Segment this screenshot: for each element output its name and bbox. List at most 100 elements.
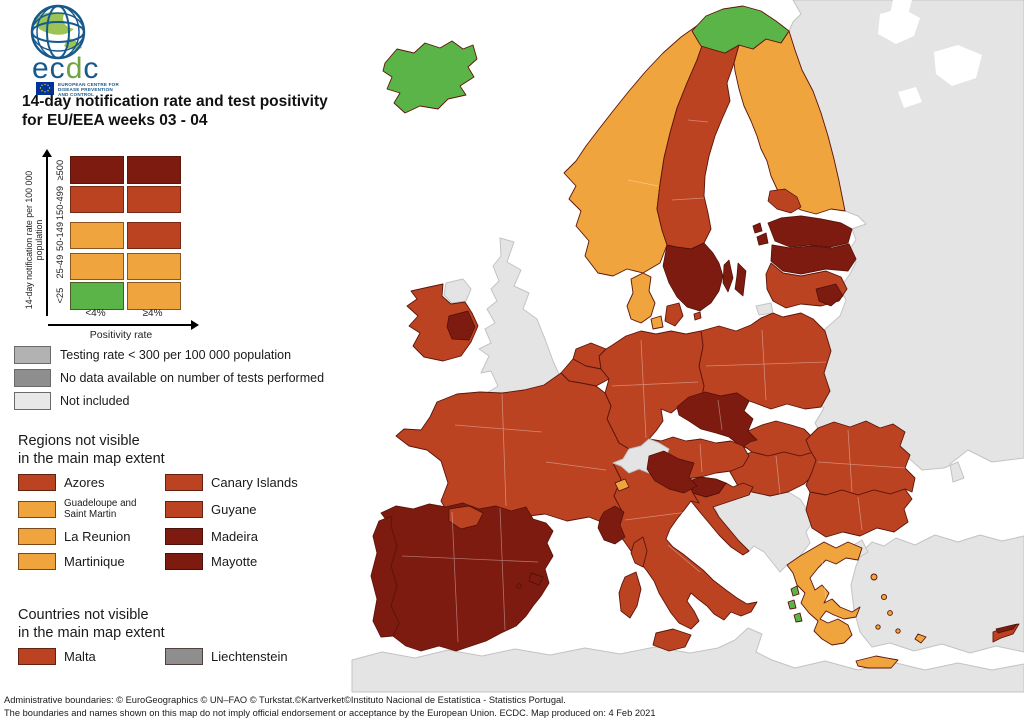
map-region-lithuania-se bbox=[815, 283, 844, 307]
ecdc-logo: ecdc EUROPEAN CENTRE FOR DISEASE PREVENT… bbox=[12, 4, 142, 97]
map-region-croatia bbox=[690, 482, 754, 556]
matrix-cell bbox=[70, 282, 124, 310]
regions-section-heading: Regions not visible in the main map exte… bbox=[18, 433, 165, 467]
map-region-denmark bbox=[626, 272, 656, 324]
footer-line2: The boundaries and names shown on this m… bbox=[4, 708, 656, 718]
legend-swatch bbox=[14, 392, 51, 410]
matrix-y-axis-label: 14-day notification rate per 100 000 pop… bbox=[24, 170, 44, 310]
matrix-row-label: <25 bbox=[55, 287, 65, 304]
map-region-germany bbox=[598, 330, 705, 450]
map-region-ireland bbox=[406, 283, 479, 362]
map-region-estonia-islands bbox=[752, 222, 769, 246]
map-region-finland-sw bbox=[767, 188, 802, 214]
matrix-cell bbox=[127, 221, 181, 250]
legend-item-testing-rate: Testing rate < 300 per 100 000 populatio… bbox=[14, 346, 324, 364]
globe-icon bbox=[30, 4, 86, 60]
map-region-slovenia bbox=[688, 476, 727, 498]
matrix-cell bbox=[127, 185, 181, 213]
internal-region-borders bbox=[401, 119, 906, 643]
matrix-row: 50-149 bbox=[54, 221, 181, 251]
map-region-oland bbox=[722, 259, 734, 293]
map-region-aegean-islands bbox=[870, 573, 927, 644]
legend-swatch bbox=[14, 369, 51, 387]
countries-section-heading: Countries not visible in the main map ex… bbox=[18, 607, 165, 641]
legend-label: No data available on number of tests per… bbox=[60, 371, 325, 385]
arrow-right-icon bbox=[191, 320, 199, 330]
map-region-bornholm bbox=[693, 311, 702, 321]
map-region-zealand bbox=[664, 302, 684, 327]
map-region-sardinia bbox=[618, 571, 642, 619]
title-line1: 14-day notification rate and test positi… bbox=[22, 93, 328, 110]
legend-label: Not included bbox=[60, 394, 130, 408]
matrix-y-axis-arrow bbox=[42, 149, 52, 316]
region-label: Guadeloupe and Saint Martin bbox=[64, 498, 137, 520]
country-label: Liechtenstein bbox=[211, 649, 288, 664]
regions-list: Azores Canary Islands Guadeloupe and Sai… bbox=[18, 474, 298, 570]
map-region-sweden-south bbox=[662, 242, 724, 312]
region-label: La Reunion bbox=[64, 529, 131, 544]
map-region-portugal bbox=[370, 515, 400, 638]
region-swatch-mayotte bbox=[165, 553, 203, 570]
map-region-poland bbox=[698, 312, 832, 410]
ecdc-wordmark: ecdc bbox=[32, 52, 100, 85]
region-swatch-guadeloupe bbox=[18, 501, 56, 518]
legend-item-no-data: No data available on number of tests per… bbox=[14, 369, 324, 387]
matrix-grid: ≥500 150-499 50-149 25-49 <25 bbox=[54, 156, 181, 312]
region-swatch-martinique bbox=[18, 553, 56, 570]
region-swatch-guyane bbox=[165, 501, 203, 518]
matrix-cell bbox=[70, 221, 124, 250]
legend-swatch bbox=[14, 346, 51, 364]
map-region-alps-west bbox=[646, 450, 698, 494]
map-region-kaliningrad bbox=[755, 302, 774, 316]
map-footer: Administrative boundaries: © EuroGeograp… bbox=[4, 694, 1020, 720]
map-region-bulgaria bbox=[805, 488, 913, 538]
map-region-greece bbox=[786, 541, 863, 646]
map-region-funen bbox=[650, 315, 664, 330]
map-region-sicily bbox=[652, 628, 692, 652]
region-label: Canary Islands bbox=[211, 475, 298, 490]
matrix-cell bbox=[70, 252, 124, 281]
region-swatch-madeira bbox=[165, 528, 203, 545]
map-region-turkey bbox=[850, 534, 1024, 654]
matrix-cell bbox=[127, 156, 181, 184]
matrix-x-axis-label: Positivity rate bbox=[89, 329, 153, 341]
legend-label: Testing rate < 300 per 100 000 populatio… bbox=[60, 348, 292, 362]
matrix-row-label: 150-499 bbox=[55, 185, 65, 220]
map-lakes bbox=[878, 0, 982, 108]
matrix-row-label: ≥500 bbox=[55, 159, 65, 181]
matrix-cell bbox=[127, 282, 181, 310]
matrix-cell bbox=[70, 185, 124, 213]
map-region-ireland-east bbox=[446, 310, 476, 341]
map-region-sweden bbox=[656, 42, 740, 250]
region-label: Azores bbox=[64, 475, 105, 490]
region-label: Guyane bbox=[211, 502, 257, 517]
map-region-balearics bbox=[516, 572, 544, 589]
map-region-romania bbox=[805, 420, 916, 496]
region-swatch-la-reunion bbox=[18, 528, 56, 545]
matrix-cell bbox=[127, 252, 181, 281]
map-region-finland bbox=[733, 30, 846, 215]
map-region-valle-daosta bbox=[614, 478, 630, 492]
footer-line1: Administrative boundaries: © EuroGeograp… bbox=[4, 695, 566, 705]
matrix-col-label: ≥4% bbox=[142, 308, 163, 319]
map-region-iceland bbox=[382, 40, 478, 114]
countries-list: Malta Liechtenstein bbox=[18, 648, 288, 665]
map-region-corsica bbox=[630, 536, 648, 568]
map-region-northern-ireland bbox=[443, 278, 472, 304]
map-region-crete bbox=[855, 655, 899, 669]
map-region-france bbox=[395, 372, 630, 526]
eu-flag-icon bbox=[36, 82, 54, 95]
map-region-north-africa bbox=[351, 627, 1024, 693]
map-region-estonia bbox=[767, 215, 853, 248]
simple-legend: Testing rate < 300 per 100 000 populatio… bbox=[14, 346, 324, 415]
matrix-row: ≥500 bbox=[54, 156, 181, 184]
region-label: Mayotte bbox=[211, 554, 258, 569]
title-line2: for EU/EEA weeks 03 - 04 bbox=[22, 112, 208, 129]
matrix-col-labels: <4% ≥4% bbox=[67, 308, 181, 319]
logo-subtext: EUROPEAN CENTRE FOR DISEASE PREVENTION A… bbox=[58, 82, 119, 97]
map-region-latvia bbox=[770, 243, 857, 275]
legend-item-not-included: Not included bbox=[14, 392, 324, 410]
map-region-piedmont bbox=[597, 505, 626, 545]
matrix-cell bbox=[70, 156, 124, 184]
map-region-cyprus-north bbox=[995, 623, 1018, 634]
